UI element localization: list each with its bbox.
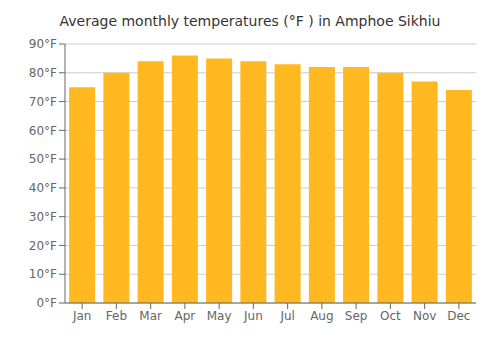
svg-text:Mar: Mar (139, 309, 162, 323)
svg-text:60°F: 60°F (29, 124, 57, 138)
svg-text:0°F: 0°F (36, 296, 57, 310)
svg-text:10°F: 10°F (29, 267, 57, 281)
svg-text:90°F: 90°F (29, 37, 57, 51)
svg-text:Apr: Apr (174, 309, 195, 323)
svg-text:Jul: Jul (279, 309, 294, 323)
svg-text:Nov: Nov (413, 309, 436, 323)
svg-text:Sep: Sep (345, 309, 368, 323)
svg-text:20°F: 20°F (29, 239, 57, 253)
svg-text:40°F: 40°F (29, 181, 57, 195)
svg-text:May: May (207, 309, 232, 323)
svg-text:Dec: Dec (447, 309, 470, 323)
svg-text:80°F: 80°F (29, 66, 57, 80)
svg-text:Oct: Oct (380, 309, 401, 323)
html-text:Average monthly temperatures (: Average monthly temperatures (°F ) in Am… (59, 13, 441, 29)
svg-text:30°F: 30°F (29, 210, 57, 224)
svg-text:Jun: Jun (243, 309, 263, 323)
svg-text:Jan: Jan (72, 309, 92, 323)
svg-text:Aug: Aug (310, 309, 333, 323)
svg-text:50°F: 50°F (29, 152, 57, 166)
svg-text:Feb: Feb (106, 309, 127, 323)
svg-text:70°F: 70°F (29, 95, 57, 109)
